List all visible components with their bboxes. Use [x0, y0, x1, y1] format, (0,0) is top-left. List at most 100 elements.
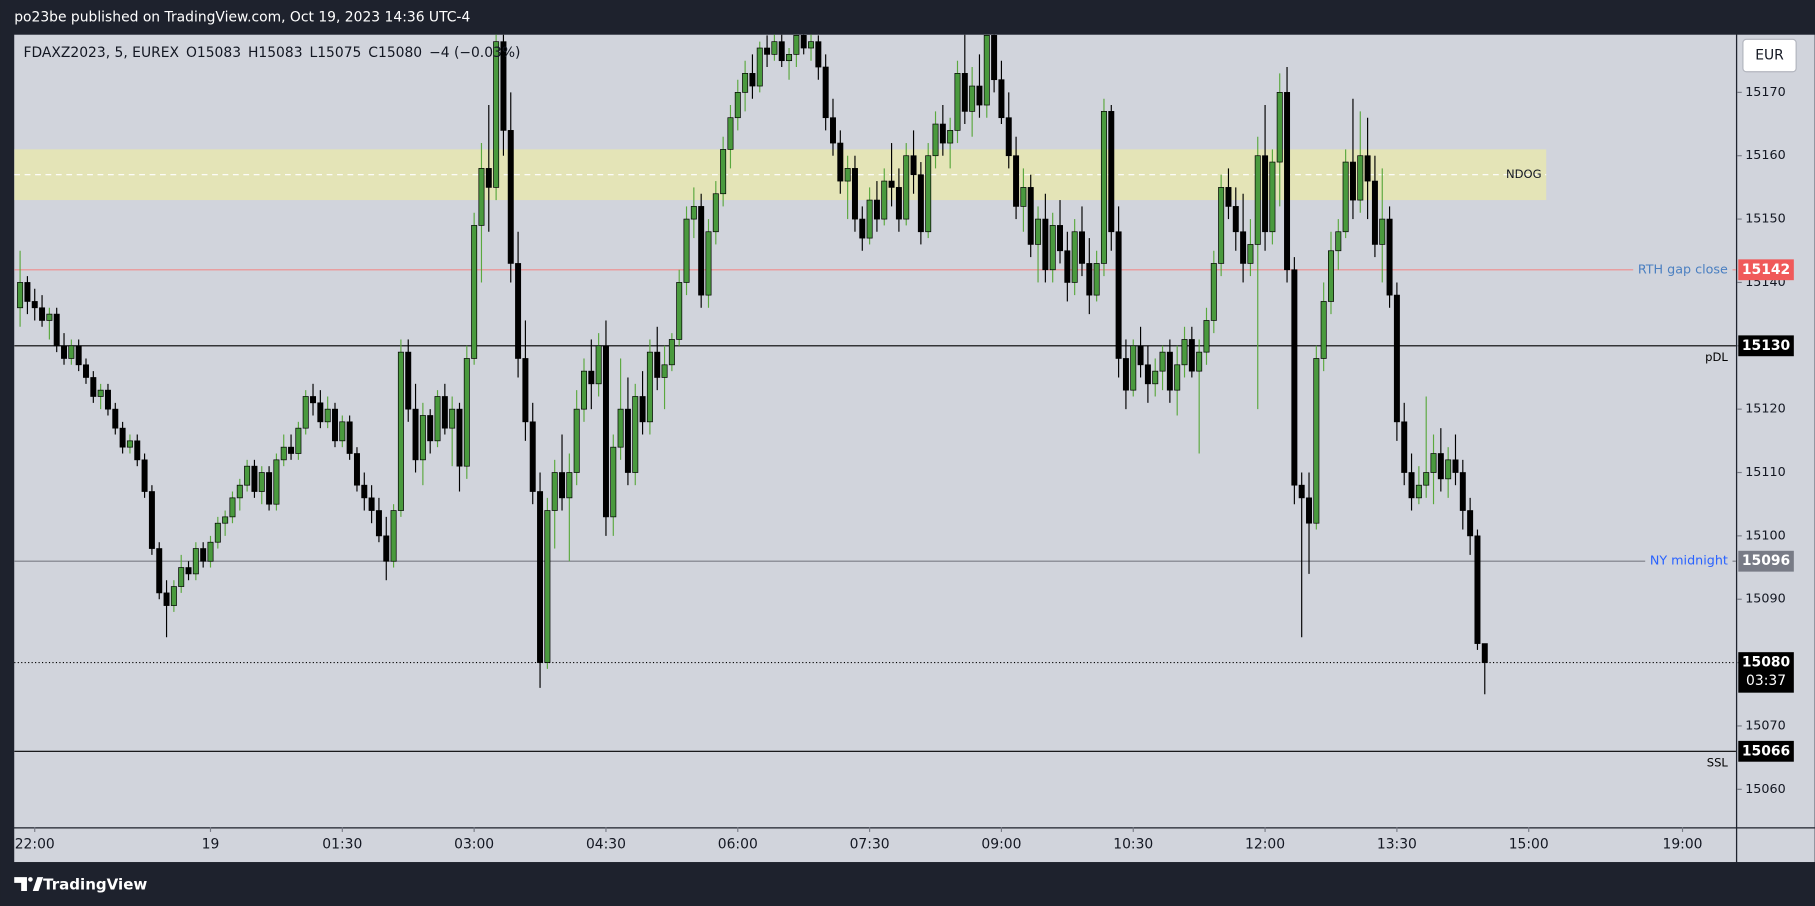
candle-body — [1379, 218, 1386, 245]
x-tick-label: 22:00 — [15, 837, 55, 853]
candle-body — [244, 465, 251, 486]
legend-symbol: FDAXZ2023, 5, EUREX — [23, 45, 179, 61]
x-tick-label: 10:30 — [1113, 837, 1153, 853]
price-box — [1738, 550, 1794, 572]
candle-body — [1203, 320, 1210, 353]
candle-body — [947, 130, 954, 144]
candle-body — [200, 548, 207, 562]
candle-body — [112, 408, 119, 429]
x-tick-label: 19 — [202, 837, 220, 853]
candle-body — [46, 313, 53, 321]
candle-body — [266, 472, 273, 505]
candle-body — [361, 484, 368, 499]
candle-body — [1086, 263, 1093, 296]
price-box — [1738, 259, 1794, 281]
candle-body — [1357, 155, 1364, 201]
currency-button[interactable]: EUR — [1742, 38, 1797, 73]
price-box — [1738, 335, 1794, 357]
legend-high: H15083 — [248, 45, 303, 61]
candle-body — [573, 408, 580, 473]
candle-body — [1335, 231, 1342, 252]
y-tick-label: 15090 — [1745, 591, 1785, 606]
x-tick-label: 03:00 — [454, 837, 494, 853]
candle-body — [1049, 225, 1056, 271]
candle-body — [1035, 218, 1042, 245]
y-tick-label: 15150 — [1745, 211, 1785, 226]
candle-body — [1071, 231, 1078, 283]
last-price-label: 15080 — [1742, 655, 1790, 671]
candle-body — [1122, 358, 1129, 391]
candle-body — [1064, 250, 1071, 283]
candle-body — [383, 535, 390, 562]
legend: FDAXZ2023, 5, EUREX O15083 H15083 L15075 C15… — [23, 45, 520, 61]
candle-body — [310, 396, 317, 404]
candle-body — [522, 358, 529, 423]
level-label-bg — [1633, 261, 1733, 278]
candle-body — [1152, 370, 1159, 385]
candle-body — [734, 92, 741, 119]
last-price-box — [1738, 652, 1794, 693]
candle-body — [478, 168, 485, 226]
candle-body — [808, 41, 815, 49]
brand-name: TradingView — [43, 876, 147, 894]
candle-body — [1437, 453, 1444, 480]
candle-body — [31, 301, 38, 309]
candle-body — [595, 345, 602, 385]
axis-corner — [1737, 828, 1815, 863]
candle-body — [793, 34, 800, 55]
level-label: NY midnight — [1650, 553, 1728, 568]
candle-body — [324, 408, 331, 423]
x-tick-label: 07:30 — [850, 837, 890, 853]
currency-label[interactable]: EUR — [1755, 48, 1784, 64]
candle-body — [258, 472, 265, 492]
legend-change: −4 (−0.03%) — [429, 45, 520, 61]
candle-body — [1159, 351, 1166, 372]
candle-body — [1144, 364, 1151, 385]
candle-body — [830, 117, 836, 144]
candle-body — [1371, 180, 1378, 245]
price-box-label: 15130 — [1742, 338, 1790, 354]
candle-body — [771, 41, 778, 55]
candle-body — [888, 180, 895, 188]
candle-body — [405, 351, 412, 410]
candle-body — [456, 408, 463, 467]
candle-body — [83, 364, 89, 378]
candle-body — [1174, 364, 1181, 391]
candle-body — [419, 415, 426, 461]
candle-body — [1262, 155, 1269, 233]
candle-body — [991, 34, 998, 81]
candle-body — [698, 206, 705, 296]
candle-body — [1137, 345, 1144, 366]
candle-body — [1269, 161, 1276, 233]
candle-body — [903, 155, 910, 220]
candle-body — [720, 149, 727, 195]
candle-body — [742, 73, 749, 93]
candle-body — [1254, 155, 1261, 245]
candle-body — [288, 446, 295, 454]
candle-body — [1196, 351, 1203, 372]
plot — [14, 34, 1736, 752]
candle-body — [1452, 459, 1459, 473]
candle-body — [229, 497, 236, 518]
currency-button-box[interactable] — [1742, 38, 1797, 73]
candle-body — [192, 548, 199, 575]
y-tick-label: 15110 — [1745, 464, 1785, 479]
candle-body — [68, 345, 75, 359]
candle-body — [280, 446, 287, 461]
y-tick-label: 15060 — [1745, 781, 1785, 796]
candle-body — [1100, 111, 1107, 264]
candle-body — [339, 421, 346, 442]
candle-body — [1166, 351, 1173, 391]
candle-body — [1393, 294, 1400, 423]
candle-body — [1313, 358, 1320, 524]
y-tick-label: 15170 — [1745, 84, 1785, 99]
candle-body — [756, 47, 763, 87]
candle-body — [712, 193, 719, 233]
price-box — [1738, 740, 1794, 762]
candle-body — [895, 187, 902, 220]
candle-body — [24, 282, 31, 302]
candle-body — [939, 123, 946, 144]
overlay: 15060 15070 15080 15090 15100 15110 15120 15130… — [15, 45, 1794, 853]
candle-body — [881, 180, 888, 220]
